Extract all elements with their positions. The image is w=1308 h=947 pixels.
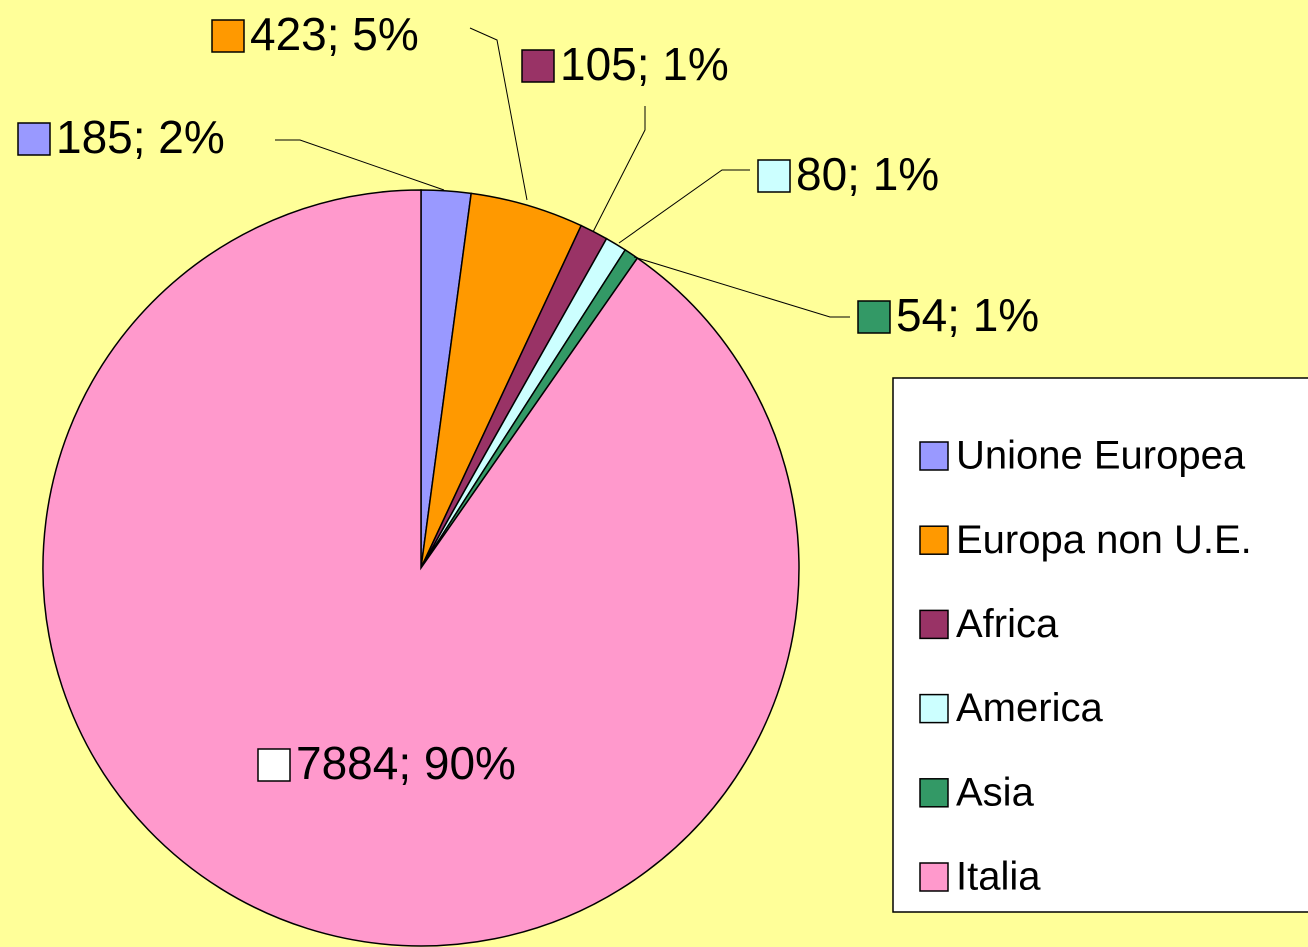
legend-key <box>919 609 949 640</box>
pie <box>42 189 800 947</box>
legend: Unione Europea Europa non U.E. Africa Ameri… <box>919 434 1252 899</box>
label-key <box>521 49 555 83</box>
label-key <box>257 748 291 782</box>
legend-box <box>892 377 1308 913</box>
leader-line <box>469 27 528 201</box>
legend-label: Italia <box>956 855 1041 899</box>
data-label: 105; 1% <box>560 38 729 90</box>
leader-line <box>633 256 850 318</box>
data-label: 185; 2% <box>56 111 225 163</box>
leader-line <box>592 106 646 233</box>
legend-label: Europa non U.E. <box>956 518 1252 562</box>
legend-key <box>919 778 949 808</box>
legend-key <box>919 693 949 724</box>
data-label: 54; 1% <box>896 289 1039 341</box>
data-label: 80; 1% <box>796 148 939 200</box>
label-key <box>211 19 245 53</box>
legend-label: Unione Europea <box>956 434 1246 478</box>
legend-label: Africa <box>956 602 1059 646</box>
leader-line <box>275 139 445 191</box>
data-labels: 185; 2% 423; 5% 105; 1% 80; 1% 54; 1% 7884; 9… <box>17 8 1039 789</box>
label-key <box>857 300 891 334</box>
legend-key <box>919 525 949 555</box>
data-label: 423; 5% <box>250 8 419 60</box>
legend-key <box>919 441 949 471</box>
legend-label: Asia <box>956 770 1035 814</box>
legend-key <box>919 862 949 892</box>
data-label: 7884; 90% <box>296 737 516 789</box>
legend-label: America <box>956 686 1103 730</box>
label-key <box>757 159 791 193</box>
leader-line <box>618 169 750 244</box>
label-key <box>17 122 51 156</box>
pie-slice <box>42 189 800 947</box>
